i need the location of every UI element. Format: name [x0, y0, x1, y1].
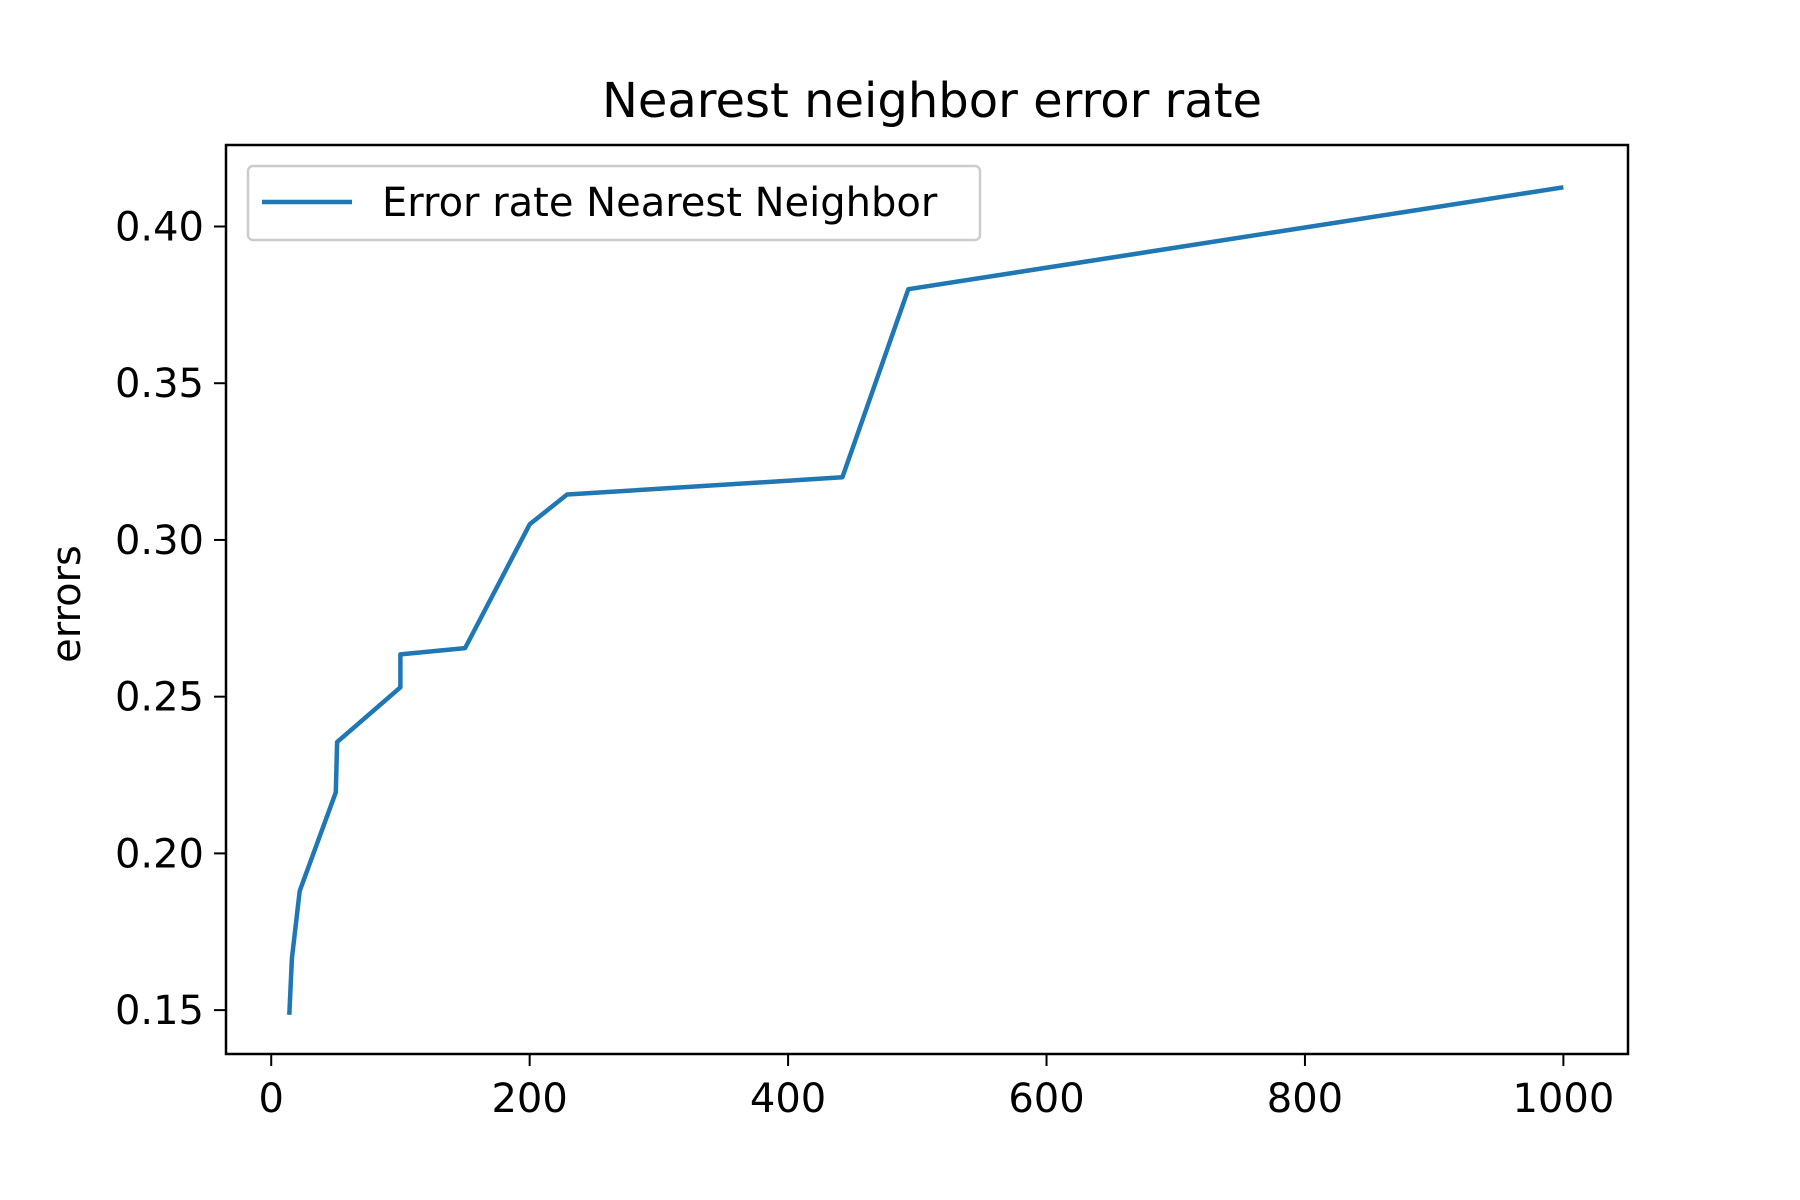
x-tick-label: 200	[491, 1076, 567, 1122]
x-tick-label: 400	[750, 1076, 826, 1122]
chart-title: Nearest neighbor error rate	[602, 73, 1262, 129]
x-tick-label: 800	[1267, 1076, 1343, 1122]
x-tick-label: 1000	[1512, 1076, 1614, 1122]
x-tick-label: 600	[1008, 1076, 1084, 1122]
y-tick-label: 0.25	[115, 675, 204, 721]
y-tick-label: 0.40	[115, 204, 204, 250]
x-axis: 0 200 400 600 800 1000	[258, 1054, 1614, 1122]
y-tick-label: 0.15	[115, 988, 204, 1034]
y-tick-label: 0.30	[115, 518, 204, 564]
y-axis: 0.15 0.20 0.25 0.30 0.35 0.40	[115, 204, 226, 1034]
plot-area	[224, 143, 1630, 1056]
series-layer	[287, 185, 1564, 1015]
x-tick-label: 0	[258, 1076, 283, 1122]
plot-frame	[224, 143, 1630, 1056]
series-line	[287, 185, 1564, 1015]
legend: Error rate Nearest Neighbor	[246, 164, 982, 242]
legend-label: Error rate Nearest Neighbor	[382, 180, 938, 226]
y-tick-label: 0.35	[115, 361, 204, 407]
y-axis-label: errors	[44, 545, 90, 663]
y-tick-label: 0.20	[115, 831, 204, 877]
legend-box	[246, 164, 982, 242]
